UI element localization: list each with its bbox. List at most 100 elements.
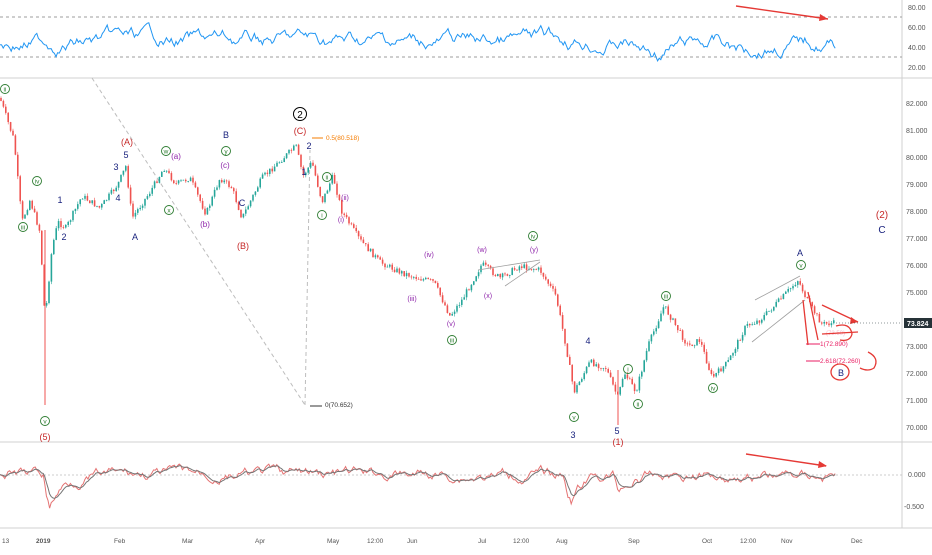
wave-label: 4 xyxy=(585,336,590,346)
wave-circle xyxy=(447,335,457,345)
candle-body xyxy=(777,298,780,302)
candle-body xyxy=(158,176,161,183)
candle-body xyxy=(420,279,422,281)
candle-body xyxy=(235,191,237,203)
candle-body xyxy=(290,149,293,151)
candle-body xyxy=(57,221,60,229)
candle-body xyxy=(461,299,463,305)
candle-body xyxy=(456,305,458,312)
wave-label: B xyxy=(223,130,229,140)
wave-label: A xyxy=(132,232,138,242)
candle-body xyxy=(739,340,741,341)
candle-body xyxy=(593,359,595,367)
wave-circle xyxy=(293,107,307,121)
candle-body xyxy=(60,221,62,228)
candle-body xyxy=(691,344,693,346)
candle-body xyxy=(221,180,223,183)
candle-body xyxy=(554,288,557,295)
candle-body xyxy=(113,189,115,192)
red-arrow-line xyxy=(807,291,819,341)
candle-body xyxy=(170,173,173,181)
rsi-tick-20: 20.00 xyxy=(908,65,926,72)
candle-body xyxy=(165,170,168,172)
candle-body xyxy=(823,321,825,324)
candle-body xyxy=(108,193,110,200)
candle-body xyxy=(686,343,689,345)
candle-body xyxy=(41,230,43,265)
wave-label: (2) xyxy=(876,210,888,221)
candle-body xyxy=(98,205,101,208)
candle-body xyxy=(672,318,674,320)
candle-body xyxy=(271,168,273,172)
candle-body xyxy=(523,264,525,268)
candle-body xyxy=(806,296,809,299)
candle-body xyxy=(463,297,465,300)
candle-body xyxy=(573,381,576,393)
wave-label: v xyxy=(572,415,576,422)
candle-body xyxy=(326,190,329,194)
wave-label: (a) xyxy=(171,152,181,161)
candle-body xyxy=(218,180,221,188)
candle-body xyxy=(110,189,113,194)
wave-circle xyxy=(18,222,28,232)
candle-body xyxy=(369,248,372,252)
candle-body xyxy=(638,376,641,391)
price-tick: 70.000 xyxy=(906,425,928,432)
time-axis[interactable]: 13 2019 Feb Mar Apr May 12:00 Jun Jul 12… xyxy=(2,538,863,545)
x-tick: Feb xyxy=(114,538,126,545)
wave-label: (b) xyxy=(200,220,210,229)
candle-body xyxy=(137,209,139,213)
candle-body xyxy=(451,313,453,316)
candle-body xyxy=(828,323,830,326)
candle-body xyxy=(506,274,509,276)
rsi-tick-40: 40.00 xyxy=(908,45,926,52)
red-curve xyxy=(835,324,853,342)
candle-body xyxy=(679,330,681,331)
candle-body xyxy=(55,228,57,240)
wave-label: A xyxy=(797,248,803,258)
candle-body xyxy=(629,378,631,380)
wave-circle xyxy=(40,416,50,426)
candle-body xyxy=(557,294,559,306)
candle-body xyxy=(741,334,744,341)
candle-body xyxy=(319,186,321,197)
candle-body xyxy=(163,171,165,172)
candle-body xyxy=(103,200,105,204)
candle-body xyxy=(288,149,290,154)
x-tick: Oct xyxy=(702,538,712,545)
candle-body xyxy=(185,179,187,182)
oscillator-divergence-line xyxy=(745,453,827,467)
price-tick: 71.000 xyxy=(906,398,928,405)
candle-body xyxy=(252,194,254,201)
price-tick: 82.000 xyxy=(906,101,928,108)
candle-body xyxy=(773,306,775,311)
candle-body xyxy=(377,255,379,258)
candle-body xyxy=(449,312,451,316)
candle-body xyxy=(127,166,129,188)
candle-body xyxy=(115,187,117,192)
candle-body xyxy=(705,351,708,364)
candle-body xyxy=(708,363,710,370)
candle-body xyxy=(600,368,602,369)
wave-circle xyxy=(569,412,579,422)
candle-body xyxy=(240,209,242,218)
candle-body xyxy=(681,330,684,340)
wave-label: 5 xyxy=(614,426,619,436)
candle-body xyxy=(12,130,14,136)
candle-body xyxy=(273,166,276,172)
candle-body xyxy=(93,200,96,207)
candle-body xyxy=(511,268,513,275)
candle-body xyxy=(300,154,302,167)
candle-body xyxy=(626,374,629,379)
candle-body xyxy=(53,239,55,255)
price-tick: 76.000 xyxy=(906,263,928,270)
wave-label: (c) xyxy=(220,161,230,170)
candle-body xyxy=(84,195,86,199)
candle-body xyxy=(381,259,384,264)
candle-body xyxy=(348,217,350,224)
candle-body xyxy=(530,268,533,270)
candle-body xyxy=(360,236,362,240)
candle-body xyxy=(336,183,338,195)
